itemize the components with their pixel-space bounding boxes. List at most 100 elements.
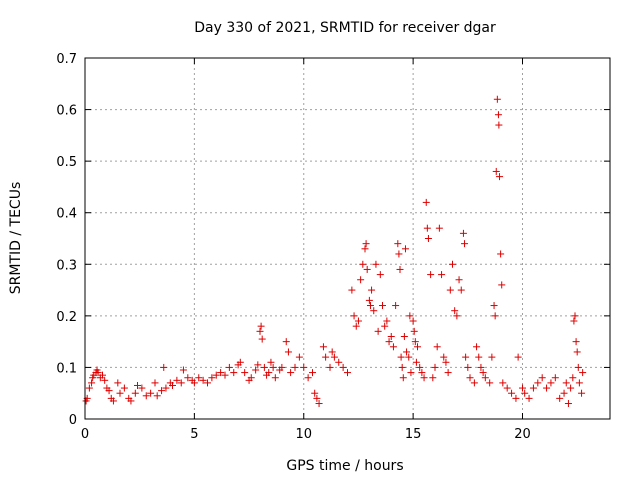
data-point (534, 379, 542, 387)
data-point (313, 394, 321, 402)
data-point (385, 338, 393, 346)
data-point (551, 374, 559, 382)
data-point (571, 312, 579, 320)
data-point (464, 363, 472, 371)
data-point (433, 343, 441, 351)
data-point (99, 371, 106, 379)
data-point (416, 363, 424, 371)
grid-lines (85, 57, 610, 419)
data-point (457, 286, 465, 294)
plot-frame (84, 57, 611, 420)
data-point (453, 312, 461, 320)
data-point (208, 374, 216, 382)
data-point (120, 384, 128, 392)
data-point (361, 245, 369, 253)
data-point (225, 363, 233, 371)
data-point (451, 307, 459, 315)
data-point (427, 271, 435, 279)
data-point (574, 363, 582, 371)
data-point (401, 245, 409, 253)
y-tick-label: 0.4 (56, 207, 77, 222)
data-point (142, 392, 150, 400)
data-point (162, 384, 170, 392)
data-point (284, 348, 292, 356)
data-point (459, 229, 467, 237)
data-point (109, 397, 117, 405)
data-point (486, 379, 494, 387)
y-tick-label: 0.5 (56, 155, 77, 170)
data-point (412, 358, 420, 366)
y-axis-ticks: 0 0.1 0.2 0.3 0.4 0.5 0.6 0.7 (56, 52, 610, 428)
data-point (519, 384, 526, 392)
data-point (304, 374, 312, 382)
data-point (409, 317, 417, 325)
data-point (366, 302, 374, 310)
data-point (199, 376, 207, 384)
y-tick-label: 0.3 (56, 258, 77, 273)
data-point (383, 317, 391, 325)
data-point (363, 265, 371, 273)
data-point (134, 381, 141, 389)
data-point (147, 389, 155, 397)
data-point (514, 353, 522, 361)
data-point (420, 374, 428, 382)
data-point (410, 327, 418, 335)
x-tick-label: 20 (514, 427, 531, 442)
data-point (269, 363, 277, 371)
data-point (131, 389, 139, 397)
x-tick-label: 15 (405, 427, 422, 442)
data-point (195, 374, 203, 382)
data-point (495, 121, 503, 129)
y-axis-label: SRMTID / TECUs (8, 182, 24, 295)
data-point (578, 389, 586, 397)
data-point (475, 353, 483, 361)
data-point (397, 353, 405, 361)
data-point (260, 363, 268, 371)
data-point (490, 302, 498, 310)
data-point (461, 240, 469, 248)
data-point (291, 363, 299, 371)
data-point (330, 353, 338, 361)
data-point (392, 302, 400, 310)
data-point (236, 358, 244, 366)
data-point (265, 369, 273, 377)
data-point (247, 374, 255, 382)
y-tick-label: 0.7 (56, 52, 77, 67)
data-point (423, 224, 431, 232)
data-point (309, 369, 316, 377)
data-point (348, 286, 356, 294)
data-point (153, 392, 161, 400)
data-point (492, 167, 500, 175)
data-point (422, 198, 430, 206)
data-point (295, 353, 303, 361)
data-point (105, 387, 113, 395)
data-point (481, 374, 489, 382)
data-point (440, 353, 448, 361)
data-point (473, 343, 481, 351)
data-point (370, 307, 378, 315)
data-point (114, 379, 122, 387)
data-point (470, 379, 478, 387)
data-point (503, 384, 511, 392)
data-point (573, 348, 581, 356)
data-point (352, 322, 360, 330)
data-point (158, 387, 166, 395)
data-point (85, 384, 93, 392)
data-point (562, 379, 570, 387)
data-point (389, 343, 397, 351)
data-point (350, 312, 358, 320)
data-point (525, 394, 533, 402)
data-point (368, 286, 376, 294)
data-point (543, 384, 551, 392)
data-point (488, 353, 496, 361)
x-axis-ticks: 0 5 10 15 20 (81, 58, 531, 442)
data-point (326, 363, 334, 371)
data-point (335, 358, 343, 366)
data-point (328, 348, 336, 356)
data-point (508, 389, 516, 397)
data-point (579, 369, 587, 377)
data-point (491, 312, 499, 320)
data-point (221, 371, 229, 379)
data-point (257, 322, 265, 330)
data-point (254, 361, 262, 369)
